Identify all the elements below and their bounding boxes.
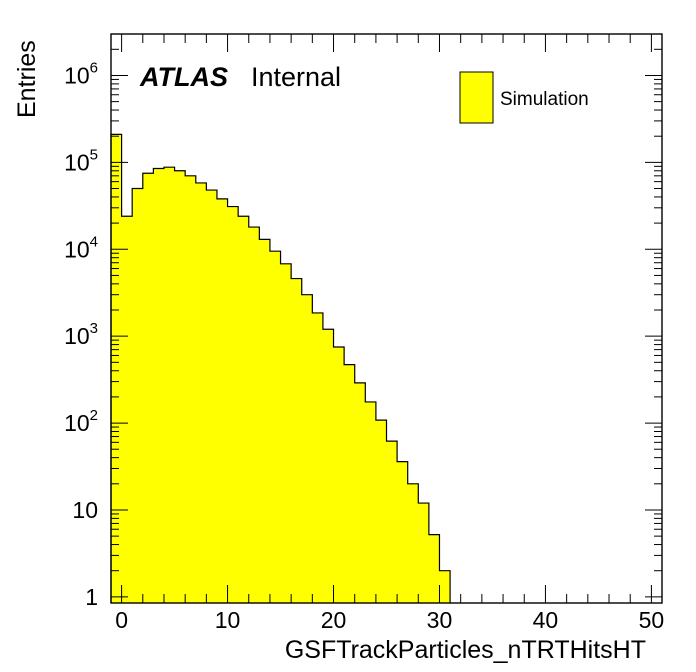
histogram-bar <box>439 570 451 603</box>
histogram-bar <box>121 216 133 604</box>
x-axis-ticks <box>121 34 652 603</box>
histogram-bar <box>153 168 165 603</box>
histogram-bar <box>291 278 303 603</box>
histogram-bar <box>418 503 430 603</box>
y-tick-label: 103 <box>64 320 98 349</box>
x-tick-label: 20 <box>321 607 347 633</box>
histogram-bar <box>301 294 313 603</box>
histogram-bar <box>386 441 398 603</box>
x-tick-label: 30 <box>427 607 453 633</box>
histogram-bar <box>238 216 250 604</box>
histogram-bar <box>163 167 175 603</box>
y-axis-title: Entries <box>13 40 41 118</box>
legend-swatch <box>459 71 494 124</box>
plot-frame <box>110 33 663 604</box>
y-tick-labels: 1 10 102 103 104 105 106 <box>64 59 98 609</box>
histogram-bar <box>375 420 387 603</box>
histogram-bar <box>185 175 197 603</box>
histogram-bar <box>259 239 271 603</box>
histogram-bar <box>142 173 154 603</box>
histogram-bar <box>407 483 419 603</box>
x-tick-label: 10 <box>215 607 241 633</box>
y-tick-label: 10 <box>72 497 98 523</box>
histogram-bars <box>111 134 451 604</box>
histogram-outline <box>110 133 451 603</box>
y-tick-label: 1 <box>85 584 98 610</box>
x-tick-labels: 0 10 20 30 40 50 <box>115 607 664 633</box>
x-tick-label: 0 <box>115 607 128 633</box>
histogram-bar <box>280 263 292 603</box>
histogram-bar <box>322 329 334 603</box>
internal-label: Internal <box>251 62 341 92</box>
histogram-bar <box>428 534 440 603</box>
histogram-bar <box>227 206 239 604</box>
histogram-bar <box>354 382 366 603</box>
y-axis-ticks <box>111 33 662 598</box>
histogram-bar <box>132 188 144 603</box>
histogram-bar <box>333 347 345 603</box>
histogram-bar <box>312 312 324 603</box>
histogram-bar <box>344 364 356 603</box>
y-tick-label: 105 <box>64 146 98 175</box>
x-tick-label: 50 <box>639 607 665 633</box>
legend-label-simulation: Simulation <box>500 89 589 110</box>
histogram-bar <box>195 182 207 603</box>
histogram-bar <box>206 190 218 604</box>
y-tick-label: 104 <box>64 233 98 262</box>
atlas-label: ATLAS <box>139 62 228 92</box>
histogram-bar <box>269 251 281 603</box>
histogram-bar <box>248 227 260 603</box>
x-tick-label: 40 <box>533 607 559 633</box>
y-tick-label: 102 <box>64 407 98 436</box>
histogram-bar <box>216 198 228 603</box>
y-tick-label: 106 <box>64 59 98 88</box>
x-axis-title: GSFTrackParticles_nTRTHitsHT <box>285 636 646 664</box>
histogram-bar <box>397 461 409 603</box>
histogram-bar <box>111 134 122 603</box>
histogram-bar <box>174 170 186 604</box>
histogram-bar <box>365 401 377 603</box>
